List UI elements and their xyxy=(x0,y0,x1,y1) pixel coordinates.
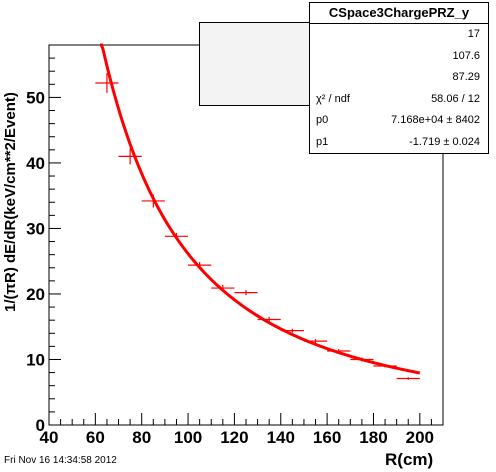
stats-row-entries: 17 xyxy=(310,24,488,46)
y-tick-label: 30 xyxy=(26,219,45,238)
stats-row-p1: p1 -1.719 ± 0.024 xyxy=(310,132,488,154)
x-tick-label: 100 xyxy=(174,428,202,447)
x-tick-label: 60 xyxy=(86,428,105,447)
stats-value: -1.719 ± 0.024 xyxy=(409,135,480,148)
y-axis-label: 1/(πR) dE/dR(keV/cm**2/Event) xyxy=(2,92,19,312)
axes: 40 60 80 100 120 140 160 180 200 0 10 20 30 40 50 xyxy=(26,44,444,447)
stats-value: 87.29 xyxy=(452,71,480,83)
x-axis-label: R(cm) xyxy=(385,450,433,469)
y-tick-label: 0 xyxy=(36,416,45,435)
stats-value: 17 xyxy=(467,28,480,40)
y-tick-label: 10 xyxy=(26,350,45,369)
stats-key: χ² / ndf xyxy=(316,92,350,105)
stats-box: CSpace3ChargePRZ_y 17 107.6 87.29 χ² / n… xyxy=(309,2,489,154)
stats-value: 7.168e+04 ± 8402 xyxy=(391,114,480,126)
x-tick-label: 160 xyxy=(313,428,341,447)
stats-title: CSpace3ChargePRZ_y xyxy=(310,3,488,24)
stats-row-rms: 87.29 xyxy=(310,67,488,89)
stats-row-p0: p0 7.168e+04 ± 8402 xyxy=(310,110,488,132)
x-tick-label: 180 xyxy=(359,428,387,447)
axis-labels: R(cm) 1/(πR) dE/dR(keV/cm**2/Event) xyxy=(2,92,433,469)
x-tick-label: 40 xyxy=(40,428,59,447)
stats-value: 58.06 / 12 xyxy=(431,92,480,105)
x-tick-label: 140 xyxy=(267,428,295,447)
stats-row-mean: 107.6 xyxy=(310,46,488,68)
stats-key: p1 xyxy=(316,135,329,148)
y-tick-label: 20 xyxy=(26,285,45,304)
y-tick-label: 50 xyxy=(26,88,45,107)
stats-row-chi2: χ² / ndf 58.06 / 12 xyxy=(310,89,488,111)
stats-key: p0 xyxy=(316,114,329,126)
x-tick-label: 80 xyxy=(132,428,151,447)
timestamp-footer: Fri Nov 16 14:34:58 2012 xyxy=(4,455,117,466)
x-tick-label: 120 xyxy=(220,428,248,447)
y-tick-label: 40 xyxy=(26,154,45,173)
data-points-layer xyxy=(95,73,420,380)
x-tick-label: 200 xyxy=(406,428,434,447)
stats-value: 107.6 xyxy=(452,49,480,62)
